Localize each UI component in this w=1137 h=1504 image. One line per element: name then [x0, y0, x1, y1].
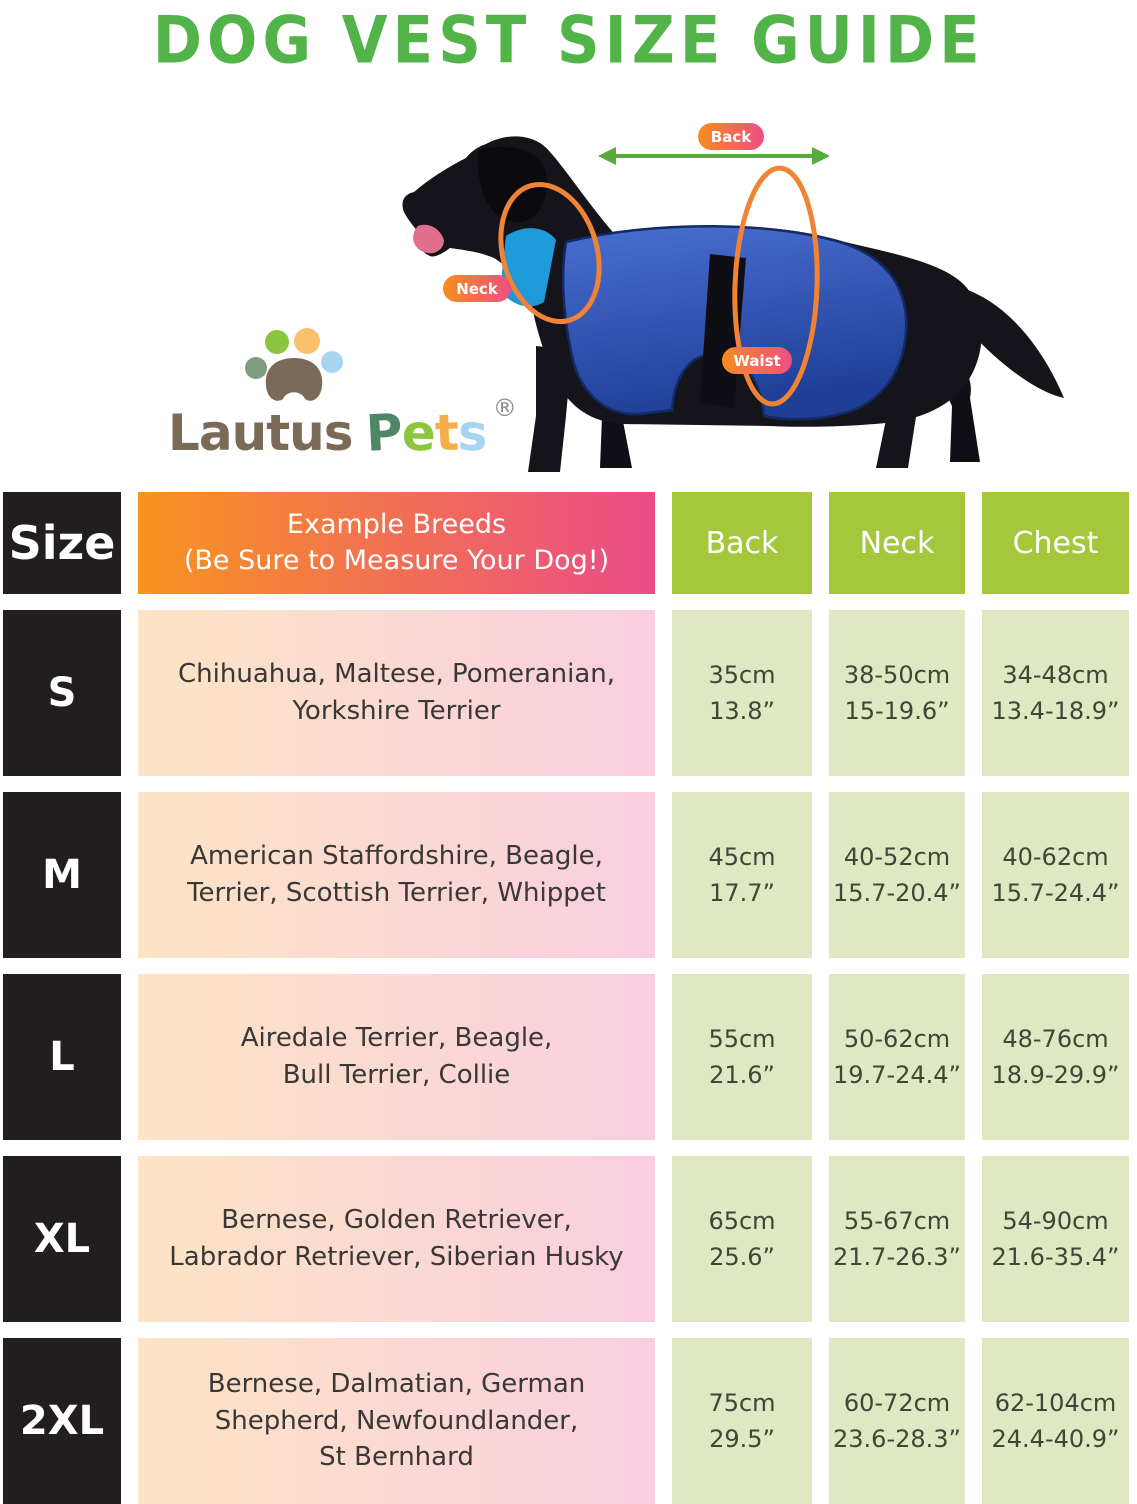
breeds-cell: Bernese, Golden Retriever, Labrador Retr… — [138, 1156, 655, 1322]
dog-illustration — [402, 136, 1064, 472]
brand-logo: Lautus Pets ® — [168, 326, 528, 486]
paw-icon — [245, 328, 343, 401]
back-cell: 65cm 25.6” — [672, 1156, 812, 1322]
back-cell: 75cm 29.5” — [672, 1338, 812, 1504]
chest-cell: 34-48cm 13.4-18.9” — [982, 610, 1129, 776]
neck-measurement-label: Neck — [443, 275, 511, 302]
col-header-back: Back — [672, 492, 812, 594]
chest-cell: 40-62cm 15.7-24.4” — [982, 792, 1129, 958]
breeds-cell: Chihuahua, Maltese, Pomeranian, Yorkshir… — [138, 610, 655, 776]
breeds-cell: Bernese, Dalmatian, German Shepherd, New… — [138, 1338, 655, 1504]
registered-mark: ® — [492, 394, 517, 422]
chest-cell: 62-104cm 24.4-40.9” — [982, 1338, 1129, 1504]
dog-hind-leg — [876, 366, 919, 468]
neck-cell: 60-72cm 23.6-28.3” — [829, 1338, 965, 1504]
chest-cell: 54-90cm 21.6-35.4” — [982, 1156, 1129, 1322]
neck-cell: 50-62cm 19.7-24.4” — [829, 974, 965, 1140]
neck-cell: 55-67cm 21.7-26.3” — [829, 1156, 965, 1322]
size-badge: 2XL — [3, 1338, 121, 1504]
size-badge: L — [3, 974, 121, 1140]
page-title: DOG VEST SIZE GUIDE — [152, 1, 985, 79]
size-badge: M — [3, 792, 121, 958]
neck-cell: 38-50cm 15-19.6” — [829, 610, 965, 776]
size-table: Size Example Breeds (Be Sure to Measure … — [3, 492, 1129, 1504]
back-cell: 35cm 13.8” — [672, 610, 812, 776]
waist-measure-ring — [732, 165, 820, 407]
back-measure-arrow — [598, 147, 830, 165]
back-cell: 55cm 21.6” — [672, 974, 812, 1140]
breeds-cell: American Staffordshire, Beagle, Terrier,… — [138, 792, 655, 958]
back-measurement-label: Back — [698, 123, 764, 150]
size-badge: XL — [3, 1156, 121, 1322]
dog-tongue — [413, 224, 444, 254]
breeds-cell: Airedale Terrier, Beagle, Bull Terrier, … — [138, 974, 655, 1140]
neck-measure-ring — [498, 181, 602, 325]
chest-cell: 48-76cm 18.9-29.9” — [982, 974, 1129, 1140]
dog-tail — [959, 288, 1064, 398]
waist-measurement-label: Waist — [722, 347, 792, 374]
col-header-size: Size — [3, 492, 121, 594]
brand-name: Lautus Pets ® — [168, 394, 517, 463]
col-header-chest: Chest — [982, 492, 1129, 594]
col-header-neck: Neck — [829, 492, 965, 594]
dog-ear — [477, 146, 547, 223]
col-header-breeds: Example Breeds (Be Sure to Measure Your … — [138, 492, 655, 594]
dog-front-leg — [528, 346, 572, 472]
back-cell: 45cm 17.7” — [672, 792, 812, 958]
neck-cell: 40-52cm 15.7-20.4” — [829, 792, 965, 958]
size-badge: S — [3, 610, 121, 776]
measurement-diagram: Back Neck Waist Lautus Pets ® — [0, 76, 1137, 486]
